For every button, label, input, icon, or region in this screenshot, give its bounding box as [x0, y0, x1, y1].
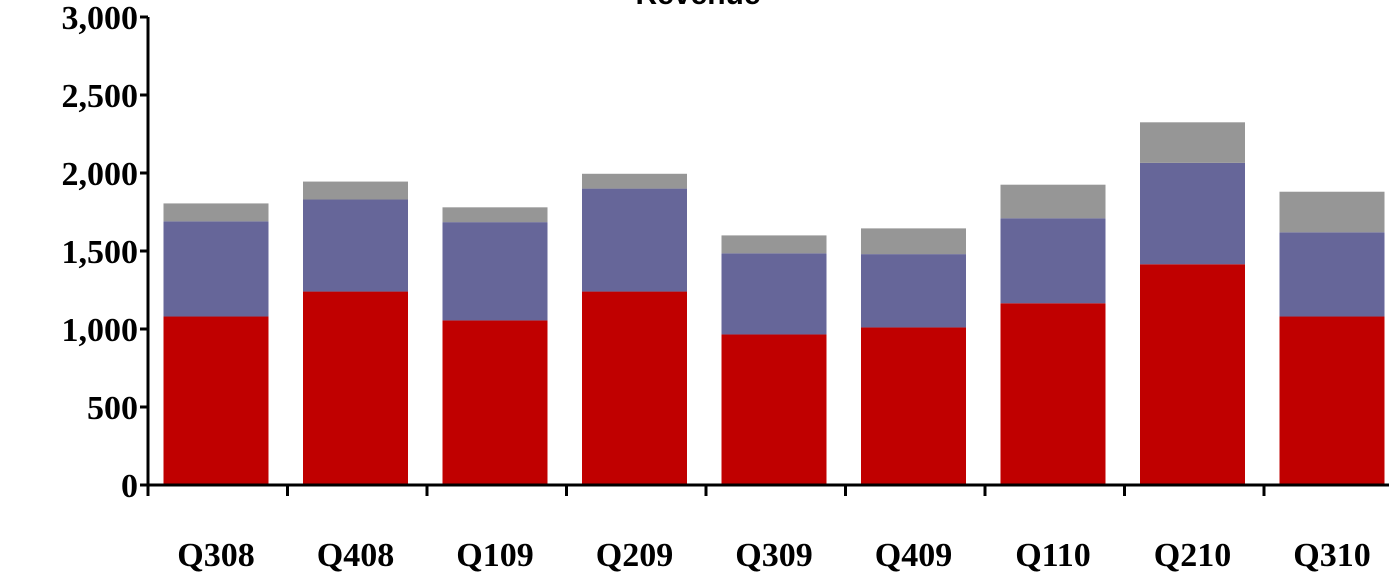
- bar-segment: [1140, 264, 1245, 485]
- bar-segment: [163, 203, 269, 222]
- y-tick-label: 1,000: [62, 312, 139, 349]
- y-tick-label: 0: [121, 468, 138, 505]
- bar-segment: [1000, 184, 1106, 219]
- x-tick-label: Q310: [1293, 537, 1370, 574]
- x-tick-label: Q109: [456, 537, 533, 574]
- bar-segment: [163, 316, 269, 485]
- bar-segment: [861, 228, 966, 255]
- bar-segment: [861, 327, 966, 485]
- bar-segment: [303, 291, 408, 485]
- y-tick-label: 1,500: [62, 234, 139, 271]
- bar-segment: [442, 320, 548, 485]
- bar-segment: [1279, 232, 1385, 317]
- bar-segment: [582, 173, 687, 189]
- bar-segment: [1279, 316, 1385, 485]
- bar-segment: [163, 221, 269, 317]
- bar-segment: [861, 254, 966, 328]
- bar-segment: [1140, 122, 1245, 163]
- y-tick-label: 2,500: [62, 78, 139, 115]
- x-tick-label: Q308: [177, 537, 254, 574]
- bar-segment: [303, 181, 408, 200]
- y-tick-label: 2,000: [62, 156, 139, 193]
- y-tick-label: 3,000: [62, 0, 139, 37]
- bar-segment: [442, 222, 548, 321]
- bar-segment: [1000, 218, 1106, 304]
- bar-segment: [582, 188, 687, 292]
- bar-segment: [721, 253, 827, 335]
- bars-layer: [163, 122, 1385, 485]
- x-tick-label: Q408: [317, 537, 394, 574]
- x-tick-label: Q210: [1154, 537, 1231, 574]
- x-tick-label: Q409: [875, 537, 952, 574]
- axes-layer: 0 500 1,000 1,500 2,000 2,500 3,000 Q308 Q408 Q10…: [62, 0, 1389, 574]
- bar-segment: [721, 334, 827, 485]
- y-tick-label: 500: [87, 390, 138, 427]
- bar-segment: [1140, 162, 1245, 265]
- bar-segment: [1000, 303, 1106, 485]
- x-tick-label: Q309: [735, 537, 812, 574]
- bar-segment: [1279, 191, 1385, 233]
- bar-segment: [582, 291, 687, 485]
- chart-title: Revenue: [635, 0, 760, 11]
- x-tick-label: Q209: [596, 537, 673, 574]
- bar-segment: [442, 207, 548, 223]
- bar-segment: [303, 199, 408, 292]
- bar-segment: [721, 235, 827, 254]
- x-tick-label: Q110: [1015, 537, 1091, 574]
